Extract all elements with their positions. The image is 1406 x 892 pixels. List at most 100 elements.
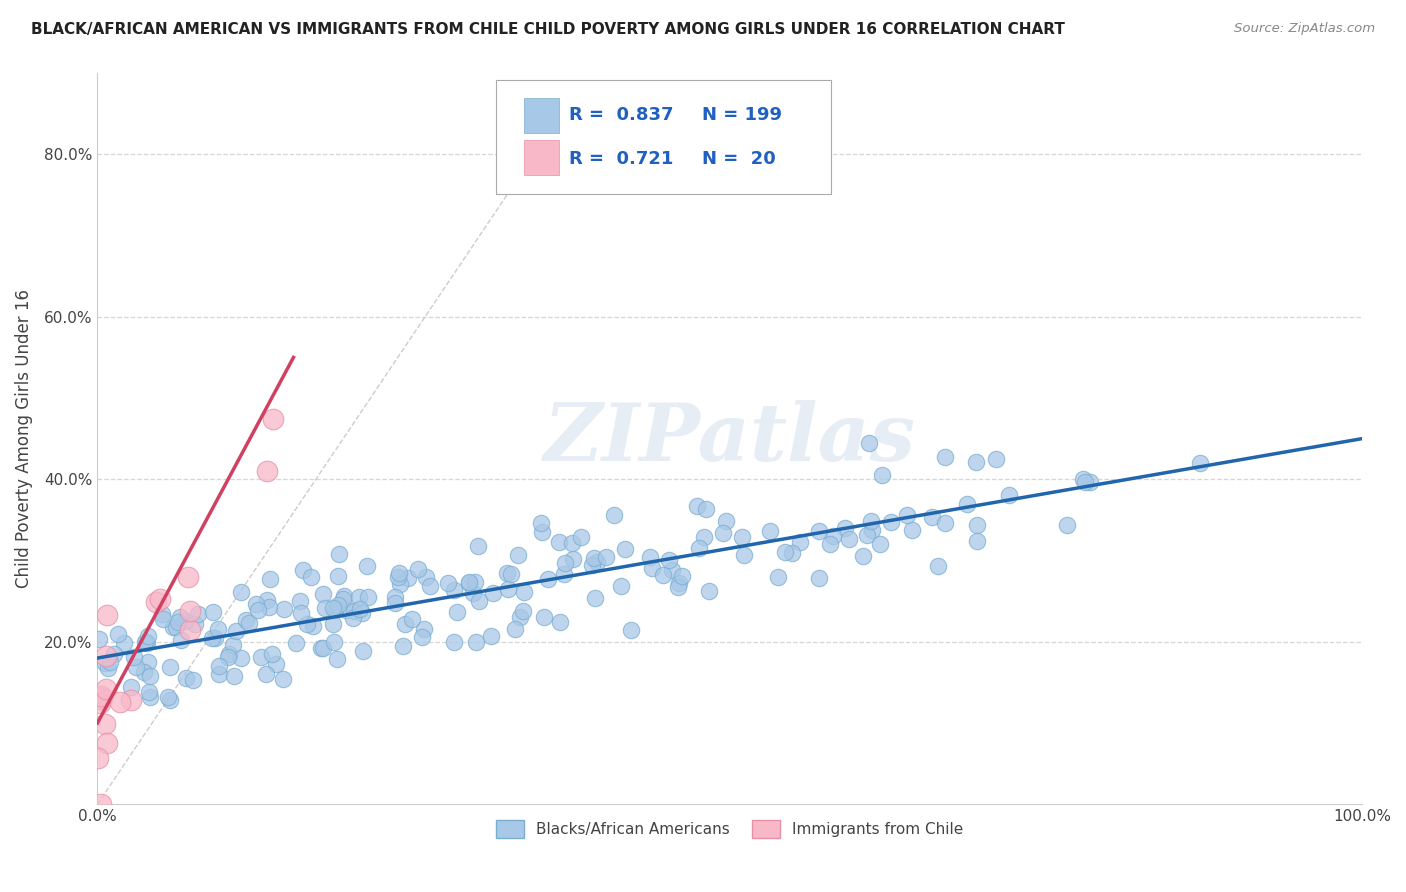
Point bbox=[998, 488, 1021, 502]
Point bbox=[934, 516, 956, 530]
Point bbox=[250, 650, 273, 665]
Point bbox=[388, 576, 411, 591]
Point bbox=[89, 632, 111, 646]
Point bbox=[136, 629, 159, 643]
Point bbox=[1071, 472, 1094, 486]
Point bbox=[94, 656, 117, 670]
Point bbox=[901, 524, 924, 538]
Point bbox=[165, 620, 187, 634]
Point bbox=[332, 592, 354, 607]
Point bbox=[561, 536, 583, 550]
Point bbox=[202, 605, 225, 619]
Point bbox=[446, 605, 468, 619]
Point bbox=[896, 508, 918, 522]
Point bbox=[443, 582, 465, 597]
Point bbox=[108, 695, 131, 709]
Point bbox=[581, 558, 603, 573]
Point bbox=[595, 549, 617, 564]
Point bbox=[96, 648, 118, 663]
Point bbox=[200, 631, 222, 645]
Point bbox=[150, 607, 173, 621]
Point bbox=[288, 594, 311, 608]
Point bbox=[463, 586, 485, 600]
Point bbox=[254, 667, 277, 681]
FancyBboxPatch shape bbox=[496, 80, 831, 194]
Point bbox=[775, 545, 797, 559]
Point bbox=[132, 665, 155, 679]
Point bbox=[335, 603, 357, 617]
Point bbox=[90, 797, 112, 812]
Text: N = 199: N = 199 bbox=[702, 106, 782, 124]
Point bbox=[553, 567, 575, 582]
Point bbox=[384, 591, 406, 605]
Point bbox=[231, 651, 253, 665]
Point bbox=[97, 661, 120, 675]
Point bbox=[966, 533, 988, 548]
Point bbox=[179, 623, 201, 637]
Point bbox=[328, 599, 350, 613]
Point bbox=[122, 649, 145, 664]
Point bbox=[554, 556, 576, 570]
Point bbox=[384, 596, 406, 610]
Text: Source: ZipAtlas.com: Source: ZipAtlas.com bbox=[1234, 22, 1375, 36]
Point bbox=[531, 525, 554, 540]
Point bbox=[855, 527, 877, 541]
Point bbox=[838, 532, 860, 546]
Point bbox=[582, 551, 605, 566]
Point bbox=[834, 521, 856, 535]
Point bbox=[479, 629, 502, 643]
Point bbox=[222, 669, 245, 683]
Point bbox=[98, 655, 121, 669]
Point bbox=[1056, 518, 1078, 533]
Point bbox=[1189, 456, 1212, 470]
Point bbox=[218, 647, 240, 661]
Point bbox=[610, 579, 633, 593]
Point bbox=[464, 575, 486, 590]
Point bbox=[759, 524, 782, 539]
Point bbox=[135, 636, 157, 650]
Point bbox=[136, 656, 159, 670]
Point bbox=[603, 508, 626, 522]
Point bbox=[159, 693, 181, 707]
Point bbox=[652, 567, 675, 582]
Point bbox=[638, 550, 661, 565]
Point bbox=[179, 604, 201, 618]
Point bbox=[818, 536, 841, 550]
Point bbox=[145, 595, 167, 609]
Point bbox=[301, 619, 323, 633]
Point bbox=[350, 606, 373, 620]
Point bbox=[299, 570, 322, 584]
Point bbox=[415, 569, 437, 583]
Point bbox=[148, 592, 170, 607]
Point bbox=[693, 530, 716, 544]
Point bbox=[481, 586, 503, 600]
Point bbox=[858, 436, 880, 450]
Point bbox=[695, 502, 717, 516]
Point bbox=[697, 583, 720, 598]
Point bbox=[204, 631, 226, 645]
Point bbox=[733, 548, 755, 562]
Point bbox=[297, 616, 319, 631]
Point bbox=[550, 615, 572, 629]
Point bbox=[114, 636, 136, 650]
Point bbox=[264, 657, 287, 671]
Point bbox=[412, 622, 434, 636]
Point bbox=[688, 541, 710, 555]
Point bbox=[640, 561, 662, 575]
Point bbox=[394, 616, 416, 631]
Point bbox=[852, 549, 875, 563]
Point bbox=[256, 464, 278, 478]
Point bbox=[711, 525, 734, 540]
Text: ZIPatlas: ZIPatlas bbox=[544, 400, 915, 477]
Point bbox=[357, 590, 380, 604]
Point bbox=[312, 640, 335, 655]
Point bbox=[312, 587, 335, 601]
Point bbox=[181, 673, 204, 687]
Point bbox=[731, 530, 754, 544]
Point bbox=[496, 582, 519, 596]
Point bbox=[666, 580, 689, 594]
Point bbox=[159, 660, 181, 674]
Point bbox=[328, 547, 350, 561]
Point bbox=[309, 640, 332, 655]
Point bbox=[292, 563, 315, 577]
